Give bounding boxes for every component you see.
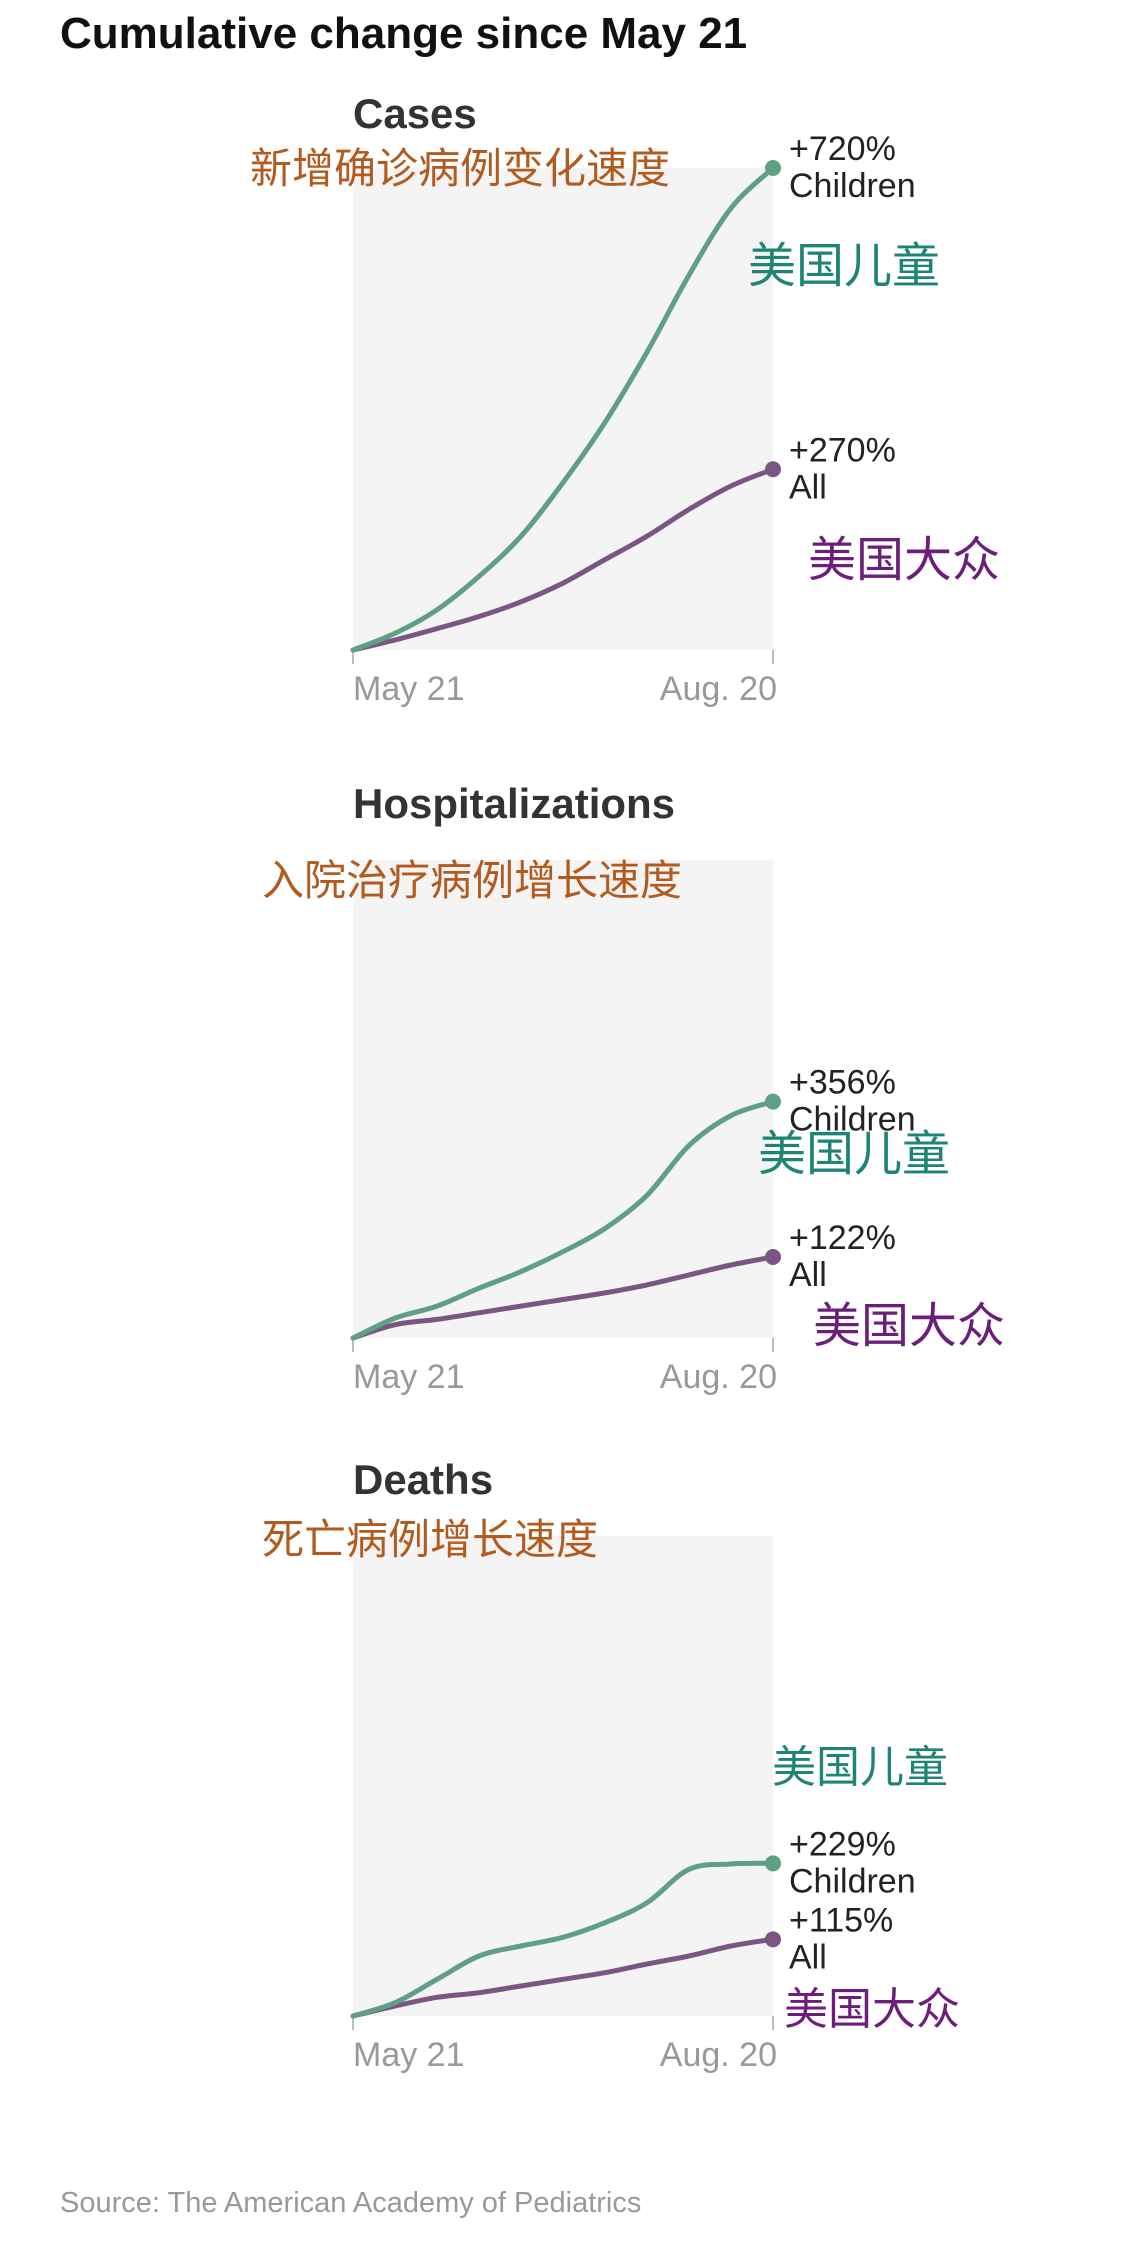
series-end-value: +270% xyxy=(789,431,896,469)
panel-title: Deaths xyxy=(353,1456,493,1503)
panel-title: Hospitalizations xyxy=(353,780,675,827)
chart-panel-deaths: Deaths 死亡病例增长速度 May 21 Aug. 20 +115%All 美国大众 +… xyxy=(262,1456,960,2074)
series-end-name: Children xyxy=(789,1101,916,1139)
x-tick-label: Aug. 20 xyxy=(660,2036,777,2074)
series-endpoint-all xyxy=(765,461,781,478)
series-line-children xyxy=(350,1860,776,2019)
panel-title: Cases xyxy=(353,90,477,137)
series-line-children xyxy=(350,165,776,653)
series-end-value: +356% xyxy=(789,1064,896,1102)
panel-annotation: 新增确诊病例变化速度 xyxy=(250,144,670,193)
series-annotation: 美国大众 xyxy=(813,1298,1005,1354)
series-end-name: Children xyxy=(789,1862,916,1900)
series-end-name: All xyxy=(789,1938,827,1976)
series-annotation: 美国儿童 xyxy=(758,1126,950,1182)
x-tick-label: May 21 xyxy=(353,1358,465,1396)
panel-annotation: 死亡病例增长速度 xyxy=(262,1515,598,1564)
series-end-value: +122% xyxy=(789,1219,896,1257)
chart-panel-hospitalizations: Hospitalizations 入院治疗病例增长速度 May 21 Aug. 20 +… xyxy=(262,780,1005,1396)
series-annotation: 美国儿童 xyxy=(748,238,940,294)
x-tick-label: May 21 xyxy=(353,670,465,708)
series-endpoint-children xyxy=(765,1855,781,1872)
chart-panel-cases: Cases 新增确诊病例变化速度 May 21 Aug. 20 +270%All 美国大众… xyxy=(250,90,1000,708)
source-note: Source: The American Academy of Pediatri… xyxy=(60,2187,641,2219)
series-end-name: All xyxy=(789,468,827,506)
series-annotation: 美国大众 xyxy=(784,1984,960,2035)
series-line-children xyxy=(350,1099,776,1341)
series-line-all xyxy=(350,466,776,653)
series-endpoint-children xyxy=(765,160,781,176)
plot-area xyxy=(353,860,773,1338)
plot-area xyxy=(353,1536,773,2016)
chart-title: Cumulative change since May 21 xyxy=(60,9,747,58)
series-end-value: +115% xyxy=(789,1901,893,1939)
series-end-name: All xyxy=(789,1256,827,1294)
series-line-all xyxy=(350,1936,776,2019)
panel-annotation: 入院治疗病例增长速度 xyxy=(262,856,682,905)
x-tick-label: Aug. 20 xyxy=(660,670,777,708)
x-tick-label: May 21 xyxy=(353,2036,465,2074)
series-end-value: +229% xyxy=(789,1825,896,1863)
series-line-all xyxy=(350,1254,776,1341)
series-endpoint-all xyxy=(765,1249,781,1266)
series-annotation: 美国大众 xyxy=(808,532,1000,588)
x-tick-label: Aug. 20 xyxy=(660,1358,777,1396)
series-endpoint-children xyxy=(765,1093,781,1110)
series-end-name: Children xyxy=(789,167,916,205)
series-annotation: 美国儿童 xyxy=(772,1742,948,1793)
series-end-value: +720% xyxy=(789,130,896,168)
series-endpoint-all xyxy=(765,1931,781,1948)
